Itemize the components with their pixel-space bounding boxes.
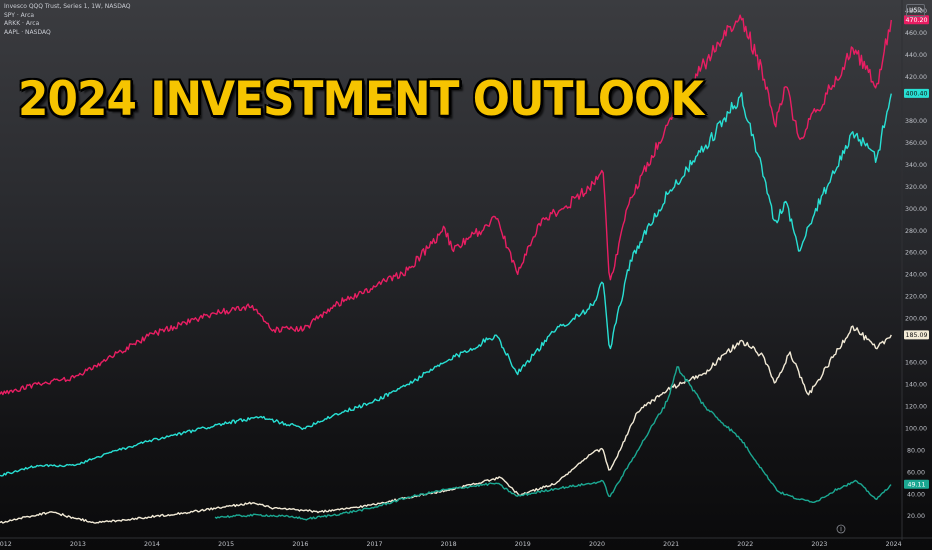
- x-tick-label: 2022: [737, 541, 753, 548]
- y-tick-label: 300.00: [905, 206, 927, 213]
- tradingview-logo-icon: [836, 524, 846, 534]
- x-tick-label: 2024: [886, 541, 902, 548]
- y-tick-label: 360.00: [905, 140, 927, 147]
- price-tag-arkk: 49.11: [904, 479, 929, 489]
- y-tick-label: 340.00: [905, 162, 927, 169]
- price-axis: 20.00 40.00 60.00 80.00 100.00 120.00 140.00 16…: [905, 8, 927, 520]
- series-line-arkk[interactable]: [214, 366, 892, 521]
- y-tick-label: 280.00: [905, 228, 927, 235]
- svg-text:185.09: 185.09: [905, 332, 927, 339]
- x-tick-label: 2019: [515, 541, 531, 548]
- price-tag-qqq: 400.40: [904, 88, 929, 98]
- price-tag-aapl: 185.09: [904, 330, 929, 340]
- x-tick-label: 2017: [366, 541, 382, 548]
- y-tick-label: 260.00: [905, 250, 927, 257]
- y-tick-label: 460.00: [905, 30, 927, 37]
- x-tick-label: 2018: [441, 541, 457, 548]
- x-tick-label: 2012: [0, 541, 12, 548]
- x-tick-label: 2016: [292, 541, 308, 548]
- x-tick-label: 2023: [811, 541, 827, 548]
- y-tick-label: 240.00: [905, 272, 927, 279]
- x-tick-label: 2014: [144, 541, 160, 548]
- y-tick-label: 100.00: [905, 425, 927, 432]
- y-tick-label: 440.00: [905, 52, 927, 59]
- chart-legend: Invesco QQQ Trust, Series 1, 1W, NASDAQ …: [4, 3, 130, 37]
- y-tick-label: 40.00: [907, 491, 925, 498]
- series-line-qqq[interactable]: [0, 92, 892, 477]
- y-tick-label: 160.00: [905, 360, 927, 367]
- y-tick-label: 20.00: [907, 513, 925, 520]
- y-tick-label: 200.00: [905, 316, 927, 323]
- y-tick-label: 140.00: [905, 381, 927, 388]
- y-tick-label: 220.00: [905, 294, 927, 301]
- legend-item-aapl[interactable]: AAPL · NASDAQ: [4, 28, 51, 36]
- headline-title: 2024 INVESTMENT OUTLOOK: [18, 72, 704, 127]
- y-tick-label: 120.00: [905, 403, 927, 410]
- legend-item-qqq[interactable]: Invesco QQQ Trust, Series 1, 1W, NASDAQ: [4, 3, 131, 10]
- last-price-tags: 470.20 400.40 185.09 49.11: [904, 15, 929, 489]
- time-axis: 2012 2013 2014 2015 2016 2017 2018 2019 2020 2021…: [0, 541, 902, 548]
- x-tick-label: 2015: [218, 541, 234, 548]
- series-layer: [0, 14, 892, 524]
- svg-text:49.11: 49.11: [907, 481, 925, 488]
- x-tick-label: 2021: [663, 541, 679, 548]
- svg-text:470.20: 470.20: [905, 17, 927, 24]
- y-tick-label: 380.00: [905, 118, 927, 125]
- legend-item-arkk[interactable]: ARKK · Arca: [4, 20, 40, 27]
- svg-text:400.40: 400.40: [905, 91, 927, 98]
- x-tick-label: 2020: [589, 541, 605, 548]
- series-line-aapl[interactable]: [0, 325, 892, 524]
- y-tick-label: 420.00: [905, 74, 927, 81]
- y-tick-label: 80.00: [907, 447, 925, 454]
- currency-badge[interactable]: USD: [906, 4, 925, 17]
- y-tick-label: 60.00: [907, 469, 925, 476]
- x-tick-label: 2013: [70, 541, 86, 548]
- legend-item-spy[interactable]: SPY · Arca: [4, 11, 35, 19]
- series-line-spy[interactable]: [0, 14, 892, 396]
- y-tick-label: 320.00: [905, 184, 927, 191]
- y-tick-label: 480.00: [905, 8, 927, 15]
- price-tag-spy: 470.20: [904, 15, 929, 25]
